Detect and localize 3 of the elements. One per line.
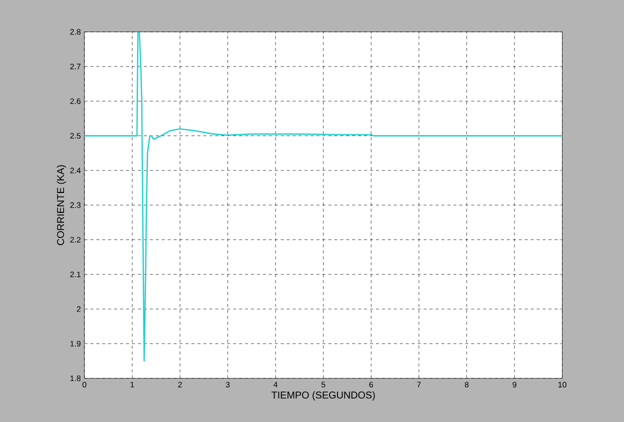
- x-axis-title: TIEMPO (SEGUNDOS): [271, 391, 375, 400]
- line-series: [84, 32, 562, 362]
- y-axis-title: CORRIENTE (KA): [56, 165, 66, 246]
